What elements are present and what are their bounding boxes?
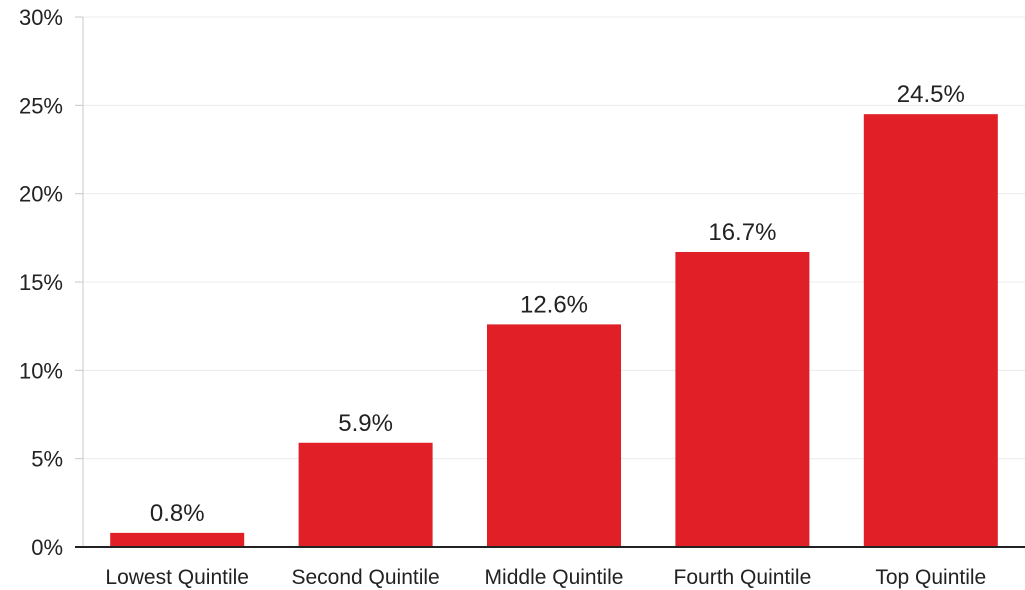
x-tick-label: Second Quintile: [291, 566, 439, 589]
x-axis-labels: Lowest Quintile Second Quintile Middle Qui…: [105, 566, 986, 589]
bar: [110, 532, 245, 547]
bar: [675, 251, 810, 547]
y-tick-label: 10%: [19, 358, 63, 383]
data-label: 0.8%: [150, 500, 205, 527]
y-tick-label: 5%: [31, 447, 63, 472]
y-tick-label: 15%: [19, 270, 63, 295]
y-tick-label: 0%: [31, 535, 63, 560]
bar: [487, 324, 621, 547]
y-tick-label: 30%: [19, 5, 63, 30]
data-label: 12.6%: [520, 291, 588, 318]
bar: [863, 114, 998, 548]
data-label: 24.5%: [897, 81, 965, 108]
data-label: 5.9%: [338, 410, 393, 437]
y-tick-label: 20%: [19, 182, 63, 207]
bars: 0.8% 5.9% 12.6% 16.7% 24.5%: [110, 81, 998, 548]
x-tick-label: Middle Quintile: [485, 566, 624, 589]
x-tick-label: Top Quintile: [875, 566, 986, 589]
bar: [298, 442, 433, 547]
x-tick-label: Lowest Quintile: [105, 566, 249, 589]
x-tick-label: Fourth Quintile: [674, 566, 812, 589]
y-tick-label: 25%: [19, 93, 63, 118]
data-label: 16.7%: [708, 219, 776, 246]
y-axis-ticks: 0% 5% 10% 15% 20% 25% 30%: [19, 5, 83, 560]
